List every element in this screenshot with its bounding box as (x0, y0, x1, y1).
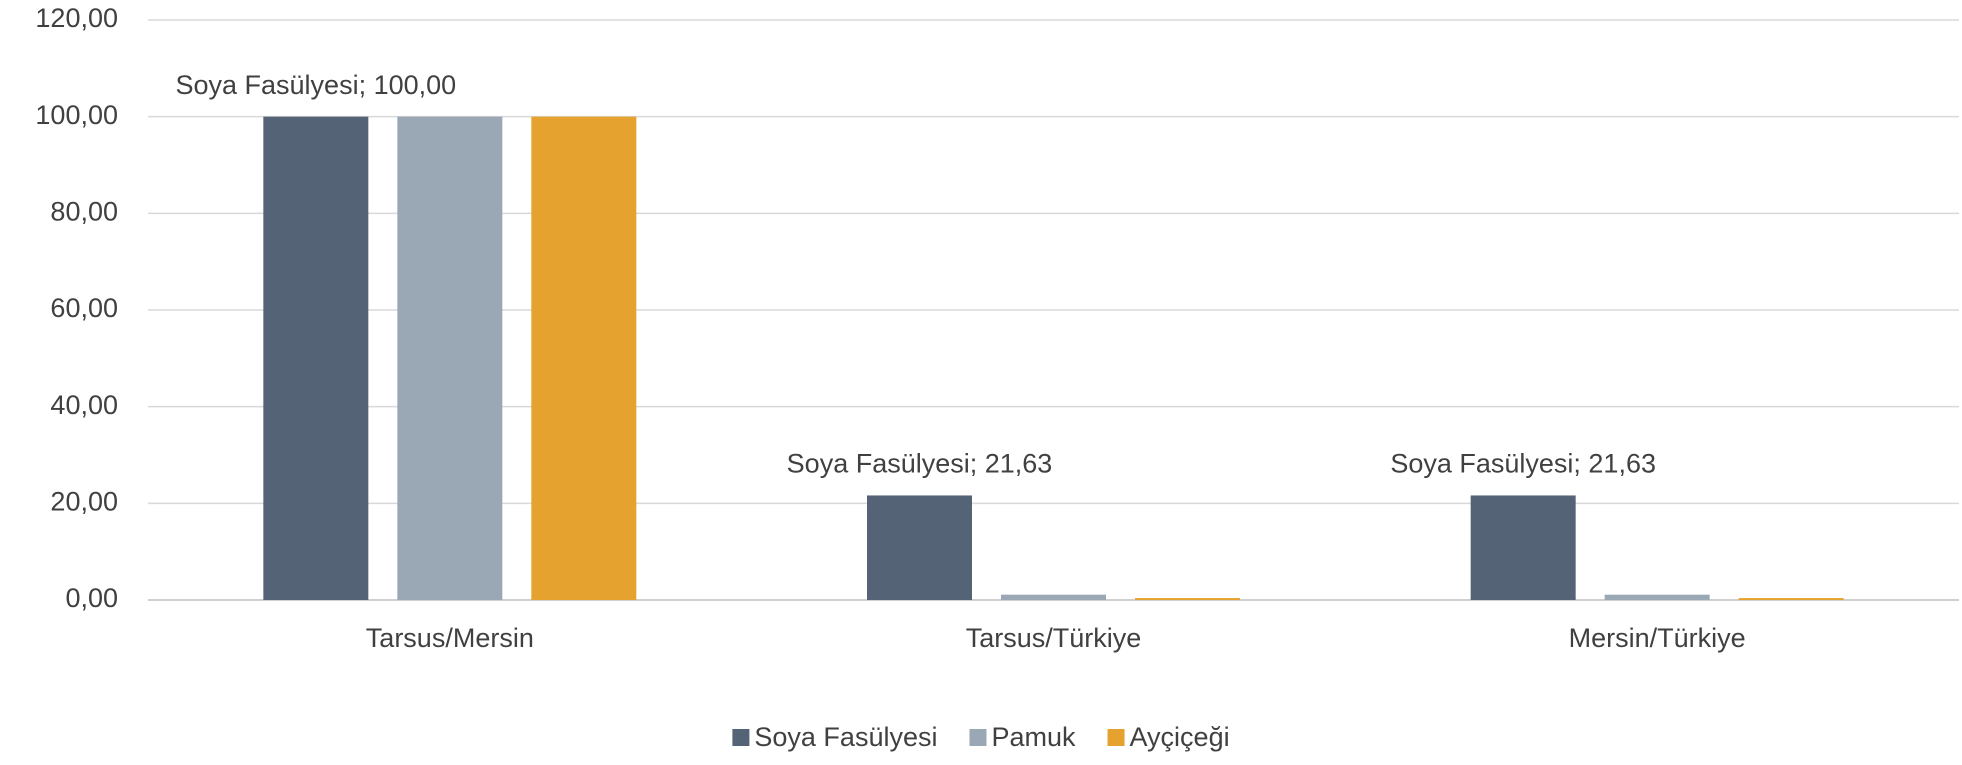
legend-swatch (1107, 729, 1125, 746)
bar (1001, 594, 1106, 600)
bar (397, 116, 503, 601)
legend-label: Pamuk (991, 722, 1076, 752)
x-tick-label: Mersin/Türkiye (1569, 623, 1746, 653)
x-tick-label: Tarsus/Mersin (366, 623, 534, 653)
bar (531, 116, 637, 601)
bar (1470, 495, 1576, 600)
legend-label: Soya Fasülyesi (754, 722, 937, 752)
legend-swatch (969, 729, 987, 746)
y-tick-label: 40,00 (50, 390, 118, 420)
legend-label: Ayçiçeği (1130, 722, 1230, 752)
y-tick-label: 100,00 (35, 100, 118, 130)
x-tick-label: Tarsus/Türkiye (966, 623, 1142, 653)
bar (263, 116, 369, 601)
y-tick-label: 80,00 (50, 196, 118, 226)
bar (1738, 598, 1844, 600)
data-label: Soya Fasülyesi; 21,63 (787, 449, 1053, 479)
data-label: Soya Fasülyesi; 100,00 (175, 70, 456, 100)
y-tick-label: 60,00 (50, 293, 118, 323)
bar (1604, 594, 1710, 600)
y-tick-label: 120,00 (35, 3, 118, 33)
bar (1135, 598, 1240, 600)
y-tick-label: 0,00 (65, 583, 118, 613)
bar (867, 495, 972, 600)
y-tick-label: 20,00 (50, 486, 118, 516)
legend-swatch (732, 729, 750, 746)
data-label: Soya Fasülyesi; 21,63 (1390, 449, 1656, 479)
